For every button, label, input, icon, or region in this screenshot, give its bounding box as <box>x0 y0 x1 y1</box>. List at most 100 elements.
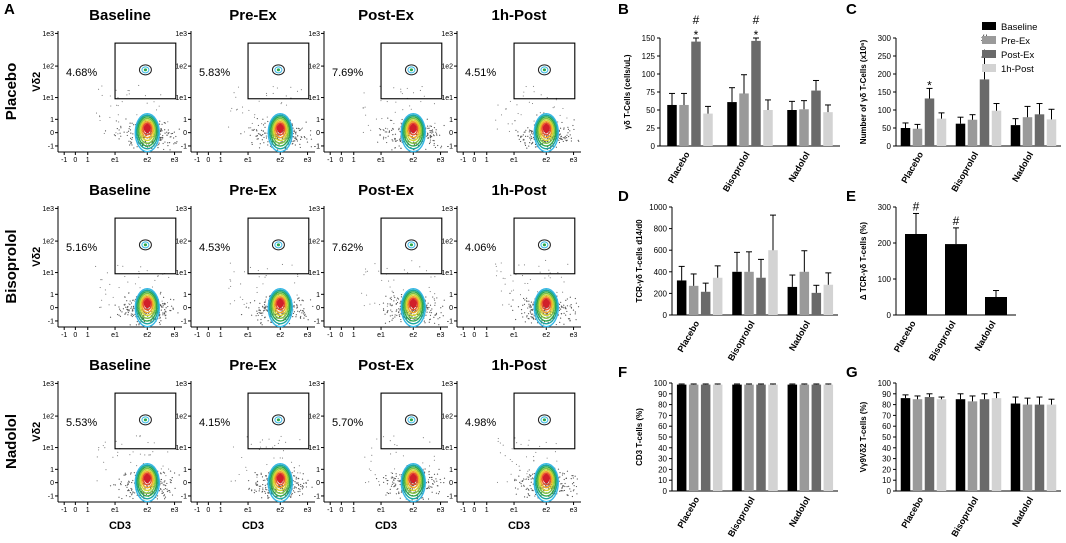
event-dot <box>508 303 510 305</box>
event-dot <box>138 270 140 272</box>
event-dot <box>131 308 134 310</box>
event-dot <box>527 317 529 320</box>
event-dot <box>119 310 122 312</box>
event-dot <box>310 146 312 148</box>
event-dot <box>311 486 313 488</box>
event-dot <box>400 88 402 90</box>
event-dot <box>254 300 256 302</box>
event-dot <box>437 493 440 495</box>
event-dot <box>395 101 397 103</box>
density-contour <box>267 462 293 503</box>
event-dot <box>428 127 430 129</box>
event-dot <box>410 108 412 110</box>
density-contour <box>540 470 553 489</box>
event-dot <box>167 490 169 492</box>
event-dot <box>256 480 259 483</box>
event-dot <box>529 310 531 312</box>
x-tick-label: 1 <box>352 157 356 164</box>
x-tick-label: e3 <box>171 332 179 339</box>
event-dot <box>394 468 396 470</box>
event-dot <box>526 147 528 149</box>
x-tick-label: e3 <box>570 157 578 164</box>
event-dot <box>395 299 398 301</box>
event-dot <box>266 268 268 270</box>
event-dot <box>300 136 302 138</box>
event-dot <box>128 140 130 142</box>
event-dot <box>285 95 287 97</box>
event-dot <box>426 307 429 309</box>
density-contour <box>536 116 557 147</box>
event-dot <box>162 465 164 467</box>
event-dot <box>178 128 180 130</box>
event-dot <box>386 483 389 485</box>
event-dot <box>400 122 402 124</box>
event-dot <box>529 484 531 487</box>
event-dot <box>281 457 284 459</box>
event-dot <box>370 460 372 462</box>
event-dot <box>164 129 166 131</box>
event-dot <box>257 314 259 316</box>
event-dot <box>560 317 562 319</box>
event-dot <box>255 315 257 317</box>
event-dot <box>530 481 532 483</box>
event-dot <box>566 134 568 136</box>
x-tick-label: e3 <box>570 332 578 339</box>
bar-nadolol-1h-post <box>823 112 833 146</box>
event-dot <box>293 475 295 477</box>
panel-label-e: E <box>846 188 856 205</box>
event-dot <box>242 112 244 114</box>
y-tick-label: 1e2 <box>42 64 54 71</box>
y-tick-label: 1e3 <box>175 206 187 213</box>
bar-nadolol-baseline <box>787 110 797 146</box>
event-dot <box>129 137 132 139</box>
event-dot <box>103 461 105 463</box>
event-dot <box>126 306 128 308</box>
event-dot <box>528 300 530 302</box>
event-dot <box>126 484 129 486</box>
event-dot <box>392 140 394 142</box>
event-dot <box>395 475 397 477</box>
event-dot <box>297 127 299 129</box>
event-dot <box>280 103 282 105</box>
event-dot <box>298 494 301 497</box>
event-dot <box>391 311 393 313</box>
x-tick-label: e3 <box>437 157 445 164</box>
event-dot <box>426 304 428 306</box>
density-contour <box>537 467 556 494</box>
x-tick-label: 1 <box>219 507 223 514</box>
event-dot <box>407 272 409 274</box>
event-dot <box>511 123 513 125</box>
event-dot <box>130 306 133 308</box>
event-dot <box>248 488 250 490</box>
event-dot <box>514 120 516 122</box>
x-tick-label: e2 <box>276 332 284 339</box>
event-dot <box>435 478 437 480</box>
event-dot <box>158 144 160 146</box>
y-tick-label: 200 <box>878 70 892 79</box>
event-dot <box>298 477 300 480</box>
event-dot <box>131 310 133 312</box>
event-dot <box>433 135 435 137</box>
density-core <box>543 473 549 484</box>
event-dot <box>295 482 297 484</box>
event-dot <box>414 138 416 140</box>
event-dot <box>256 476 258 478</box>
event-dot <box>248 307 250 309</box>
category-label-nadolol: Nadolol <box>973 319 998 353</box>
panel-label-c: C <box>846 1 857 18</box>
event-dot <box>530 305 532 307</box>
event-dot <box>428 487 430 489</box>
event-dot <box>267 496 269 498</box>
event-dot <box>527 494 530 496</box>
event-dot <box>103 132 105 135</box>
density-contour <box>141 295 154 314</box>
event-dot <box>240 313 243 316</box>
gated-contour <box>271 414 285 426</box>
event-dot <box>566 139 568 141</box>
x-tick-label: e3 <box>304 157 312 164</box>
event-dot <box>282 450 285 452</box>
event-dot <box>499 442 501 444</box>
event-dot <box>251 122 253 125</box>
